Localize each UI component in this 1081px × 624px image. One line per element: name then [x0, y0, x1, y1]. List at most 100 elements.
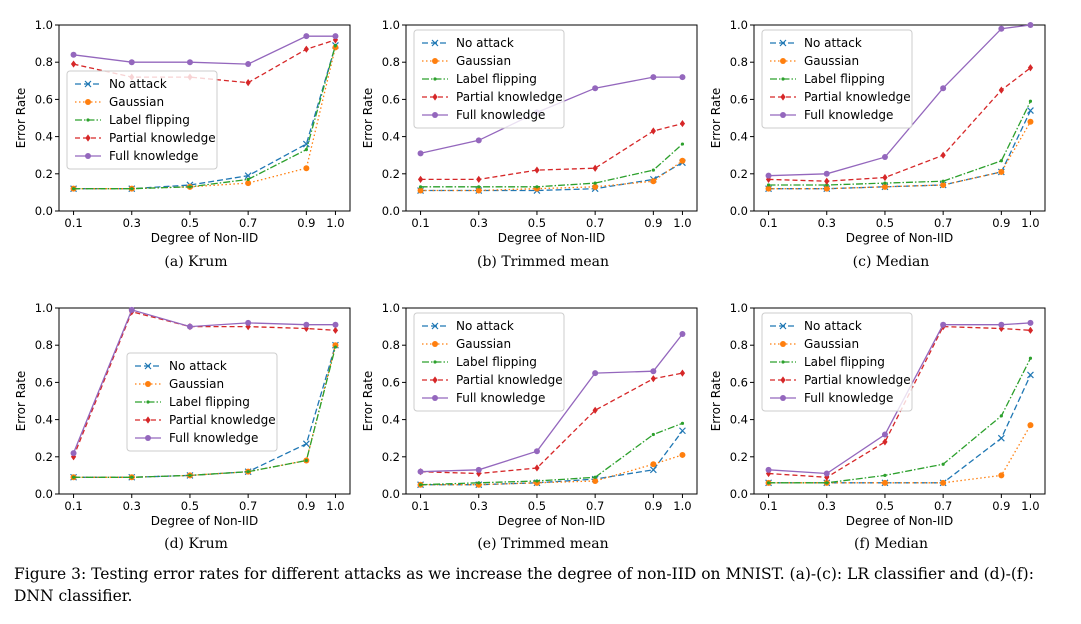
data-point	[332, 36, 339, 44]
series-partial-knowledge	[765, 64, 1034, 185]
data-point	[940, 181, 947, 188]
data-point	[766, 481, 771, 485]
y-tick-label: 0.0	[382, 487, 400, 501]
data-point	[71, 475, 76, 479]
legend-marker	[433, 360, 437, 364]
x-axis-label: Degree of Non-IID	[498, 514, 605, 528]
data-point	[417, 175, 424, 183]
data-point	[418, 185, 423, 189]
data-point	[535, 185, 539, 189]
data-point	[679, 427, 686, 435]
series-line	[420, 143, 683, 188]
data-point	[302, 140, 310, 148]
data-point	[766, 183, 771, 187]
series-partial-knowledge	[765, 323, 1034, 481]
chart-3: 0.1 0.3 0.5 0.7 0.9 1.0 0.0 0.2 0.4 0.6 0.8 1.0 Degr…	[709, 18, 1046, 245]
x-tick-label: 0.7	[934, 216, 952, 230]
x-tick-label: 0.5	[181, 499, 199, 513]
data-point	[999, 414, 1003, 418]
legend-marker	[432, 112, 438, 118]
legend-marker	[780, 58, 786, 64]
y-tick-label: 0.0	[382, 204, 400, 218]
x-tick-label: 0.1	[64, 216, 82, 230]
data-point	[130, 475, 134, 479]
series-line	[420, 122, 683, 181]
series-line	[73, 47, 337, 190]
data-point	[823, 470, 830, 477]
x-tick-label: 1.0	[326, 499, 344, 513]
data-point	[680, 421, 685, 425]
data-point	[70, 60, 77, 68]
legend-marker	[85, 153, 91, 159]
chart-5: 0.1 0.3 0.5 0.7 0.9 1.0 0.0 0.2 0.4 0.6 0.8 1.0 Degr…	[361, 301, 698, 528]
series-partial-knowledge	[417, 119, 686, 183]
y-tick-label: 0.4	[35, 130, 53, 144]
y-tick-label: 0.2	[35, 167, 53, 181]
legend-label: Partial knowledge	[804, 373, 911, 387]
x-tick-label: 0.9	[297, 499, 315, 513]
y-tick-label: 1.0	[730, 18, 748, 32]
subcaption-f: (f) Median	[854, 536, 928, 552]
data-point	[332, 33, 339, 40]
x-tick-label: 0.1	[411, 216, 429, 230]
x-tick-label: 0.7	[586, 499, 604, 513]
legend: No attack Gaussian Label flipping Partial k…	[66, 70, 218, 170]
series-label-flipping	[418, 421, 685, 487]
plot-frame	[753, 24, 1046, 212]
series-label-flipping	[71, 43, 338, 191]
series-line	[72, 310, 336, 458]
legend-label: Gaussian	[456, 54, 511, 68]
data-point	[940, 479, 947, 486]
data-point	[765, 469, 772, 478]
data-point	[593, 181, 597, 185]
data-point	[823, 185, 830, 192]
data-point	[475, 187, 482, 194]
data-point	[475, 466, 482, 473]
legend-label: Partial knowledge	[804, 90, 911, 104]
series-line	[73, 35, 336, 65]
series-gaussian	[765, 118, 1034, 192]
legend-box	[761, 312, 913, 412]
x-tick-label: 0.5	[876, 499, 894, 513]
legend-marker	[432, 341, 438, 347]
series-full-knowledge	[70, 306, 339, 457]
data-point	[998, 472, 1005, 479]
legend-marker	[431, 39, 439, 47]
data-point	[186, 59, 193, 66]
legend-marker	[85, 134, 91, 142]
data-point	[998, 324, 1004, 333]
data-point	[941, 179, 945, 183]
data-point	[245, 323, 251, 331]
data-point	[1027, 118, 1034, 125]
y-tick-label: 1.0	[382, 301, 400, 315]
data-point	[998, 86, 1004, 94]
data-point	[418, 483, 423, 487]
data-point	[592, 183, 599, 190]
data-point	[303, 324, 309, 333]
y-tick-label: 0.8	[382, 338, 400, 352]
legend-marker	[781, 77, 785, 81]
legend: No attack Gaussian Label flipping Partial k…	[761, 312, 913, 412]
data-point	[71, 187, 76, 191]
series-line	[420, 372, 683, 475]
data-point	[999, 159, 1003, 163]
series-gaussian	[417, 157, 686, 194]
legend: No attack Gaussian Label flipping Partial k…	[126, 352, 278, 452]
data-point	[650, 74, 657, 81]
data-point	[592, 85, 599, 92]
y-tick-label: 0.6	[382, 375, 400, 389]
x-tick-label: 0.9	[297, 216, 315, 230]
data-point	[1027, 107, 1034, 114]
y-tick-label: 0.4	[730, 413, 748, 427]
series-line	[768, 357, 1032, 484]
series-line	[768, 322, 1031, 475]
legend-label: Partial knowledge	[109, 131, 216, 145]
legend-label: No attack	[456, 36, 514, 50]
series-label-flipping	[418, 142, 685, 189]
chart-1: 0.1 0.3 0.5 0.7 0.9 1.0 0.0 0.2 0.4 0.6 0.8 1.0 Degr…	[14, 18, 351, 245]
legend-label: Partial knowledge	[456, 90, 563, 104]
x-tick-label: 1.0	[326, 216, 344, 230]
series-label-flipping	[71, 345, 338, 479]
data-point	[824, 177, 830, 185]
legend-label: Gaussian	[109, 95, 164, 109]
